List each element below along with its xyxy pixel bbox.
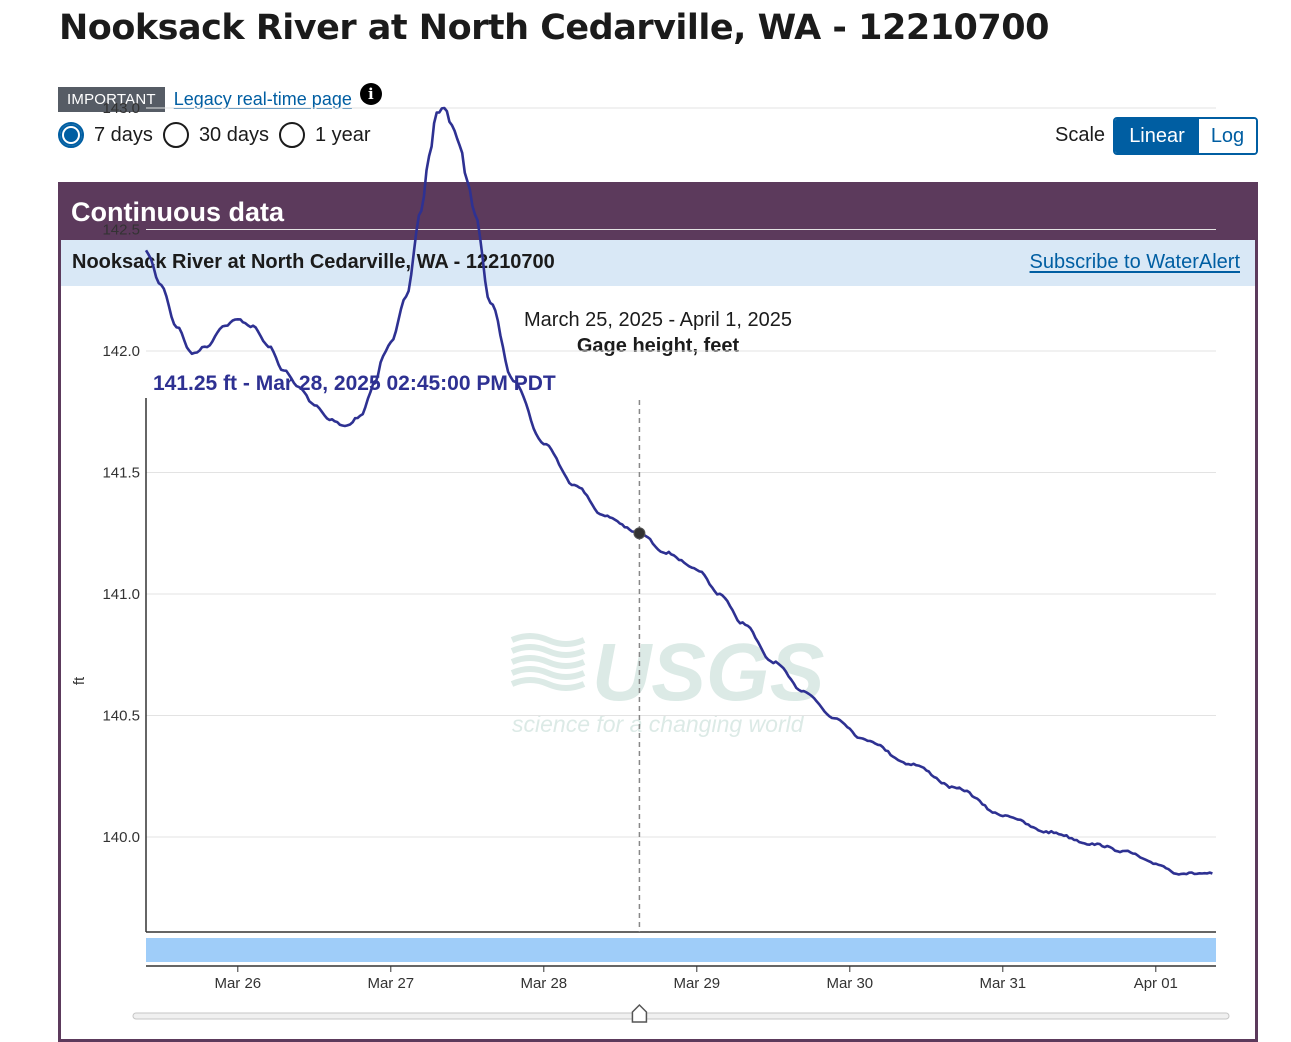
watermark-wave — [510, 677, 586, 691]
chart-title: Gage height, feet — [577, 335, 740, 357]
radio-button-1-year[interactable] — [279, 122, 305, 148]
y-tick-label: 143.0 — [102, 100, 140, 117]
y-tick-label: 140.5 — [102, 708, 140, 725]
page-title: Nooksack River at North Cedarville, WA -… — [59, 8, 1049, 48]
chart-tooltip-value: 141.25 ft - Mar 28, 2025 02:45:00 PM PDT — [153, 372, 556, 395]
info-icon[interactable]: i — [359, 83, 382, 105]
period-option-label: 30 days — [198, 123, 269, 146]
period-option-label: 7 days — [94, 123, 153, 146]
x-tick-label: Mar 26 — [214, 975, 261, 992]
x-tick-label: Mar 29 — [673, 975, 720, 992]
gage-height-series-line — [144, 106, 1213, 876]
y-tick-label: 141.5 — [102, 465, 140, 482]
scale-log-button[interactable]: Log — [1199, 119, 1256, 153]
period-option-label: 1 year — [315, 123, 371, 146]
x-tick-label: Mar 31 — [979, 975, 1026, 992]
scale-toggle: Linear Log — [1113, 117, 1258, 155]
subscribe-wateralert-link[interactable]: Subscribe to WaterAlert — [1029, 251, 1240, 273]
site-name: Nooksack River at North Cedarville, WA -… — [72, 251, 555, 273]
cursor-point[interactable] — [633, 527, 646, 540]
watermark-wave — [510, 666, 586, 680]
x-tick-label: Apr 01 — [1134, 975, 1178, 992]
y-tick-label: 140.0 — [102, 829, 140, 846]
scale-linear-button[interactable]: Linear — [1115, 119, 1199, 153]
site-bar: Nooksack River at North Cedarville, WA -… — [61, 240, 1255, 286]
time-period-selector: 7 days 30 days 1 year — [58, 122, 381, 148]
x-tick-label: Mar 30 — [826, 975, 873, 992]
period-option-30-days[interactable]: 30 days — [162, 122, 269, 148]
radio-button-30-days[interactable] — [162, 122, 189, 148]
y-tick-label: 141.0 — [102, 586, 140, 603]
x-tick-label: Mar 27 — [367, 975, 414, 992]
brush-band[interactable] — [146, 938, 1216, 962]
y-axis-label: ft — [71, 676, 88, 685]
time-slider-handle[interactable] — [631, 1003, 648, 1023]
panel-header: Continuous data — [58, 182, 1258, 240]
chart-date-range: March 25, 2025 - April 1, 2025 — [524, 309, 792, 331]
y-tick-label: 142.5 — [102, 222, 140, 239]
radio-button-7-days[interactable] — [58, 122, 84, 148]
watermark-tagline: science for a changing world — [512, 711, 805, 737]
x-tick-label: Mar 28 — [520, 975, 567, 992]
period-option-1-year[interactable]: 1 year — [279, 122, 371, 148]
watermark-brand: USGS — [592, 627, 824, 718]
scale-label: Scale — [1055, 124, 1106, 146]
watermark-wave — [510, 633, 586, 647]
watermark-wave — [510, 644, 586, 658]
legacy-notice: IMPORTANT Legacy real-time page i — [58, 83, 382, 112]
period-option-7-days[interactable]: 7 days — [58, 122, 153, 148]
watermark-wave — [510, 655, 586, 669]
y-tick-label: 142.0 — [102, 343, 140, 360]
time-slider-track[interactable] — [132, 1012, 1230, 1020]
important-badge: IMPORTANT — [58, 86, 165, 112]
legacy-realtime-link[interactable]: Legacy real-time page — [173, 88, 352, 109]
